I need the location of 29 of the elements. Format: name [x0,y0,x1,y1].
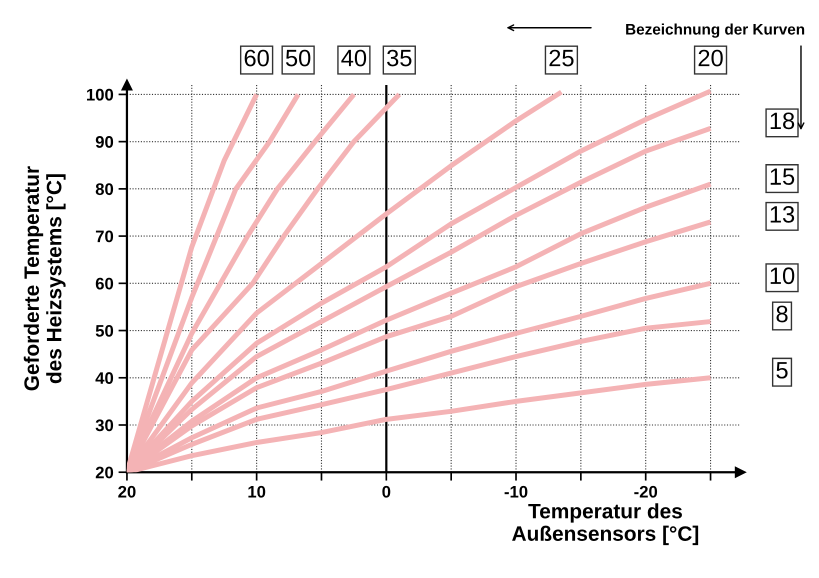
text: 13 [770,206,794,223]
series-label: 60 [244,50,269,66]
x-tick-label: 0 [382,486,390,498]
text: 18 [770,112,794,130]
y-tick-label: 20 [96,466,114,478]
series-label: 25 [549,50,574,66]
y-tick-label: 80 [96,183,114,196]
y-tick-label: 70 [96,230,114,242]
text: 5 [776,362,788,379]
y-axis-title: Geforderte Temperatur des Heizsystems [°C] [24,166,66,390]
y-tick-label: 50 [96,324,114,337]
y-tick-label: 60 [96,278,114,290]
x-tick-label: -20 [634,486,658,498]
y-tick-label: 100 [86,88,114,101]
series-label: 35 [387,50,412,66]
series-label: 40 [341,50,366,66]
text: 10 [770,267,794,284]
text: Bezeichnung der Kurven [626,23,804,38]
series-label: 20 [698,50,723,66]
x-tick-label: 10 [248,486,266,498]
y-tick-label: 30 [96,419,114,432]
x-axis-title: Temperatur des Außensensors [°C] [512,503,698,546]
series-label: 50 [286,50,310,66]
x-tick-label: 20 [118,486,136,498]
y-tick-label: 90 [96,136,114,148]
text: 15 [770,168,794,185]
x-tick-label: -10 [504,486,528,498]
text: 8 [776,306,788,322]
y-tick-label: 40 [95,372,114,384]
